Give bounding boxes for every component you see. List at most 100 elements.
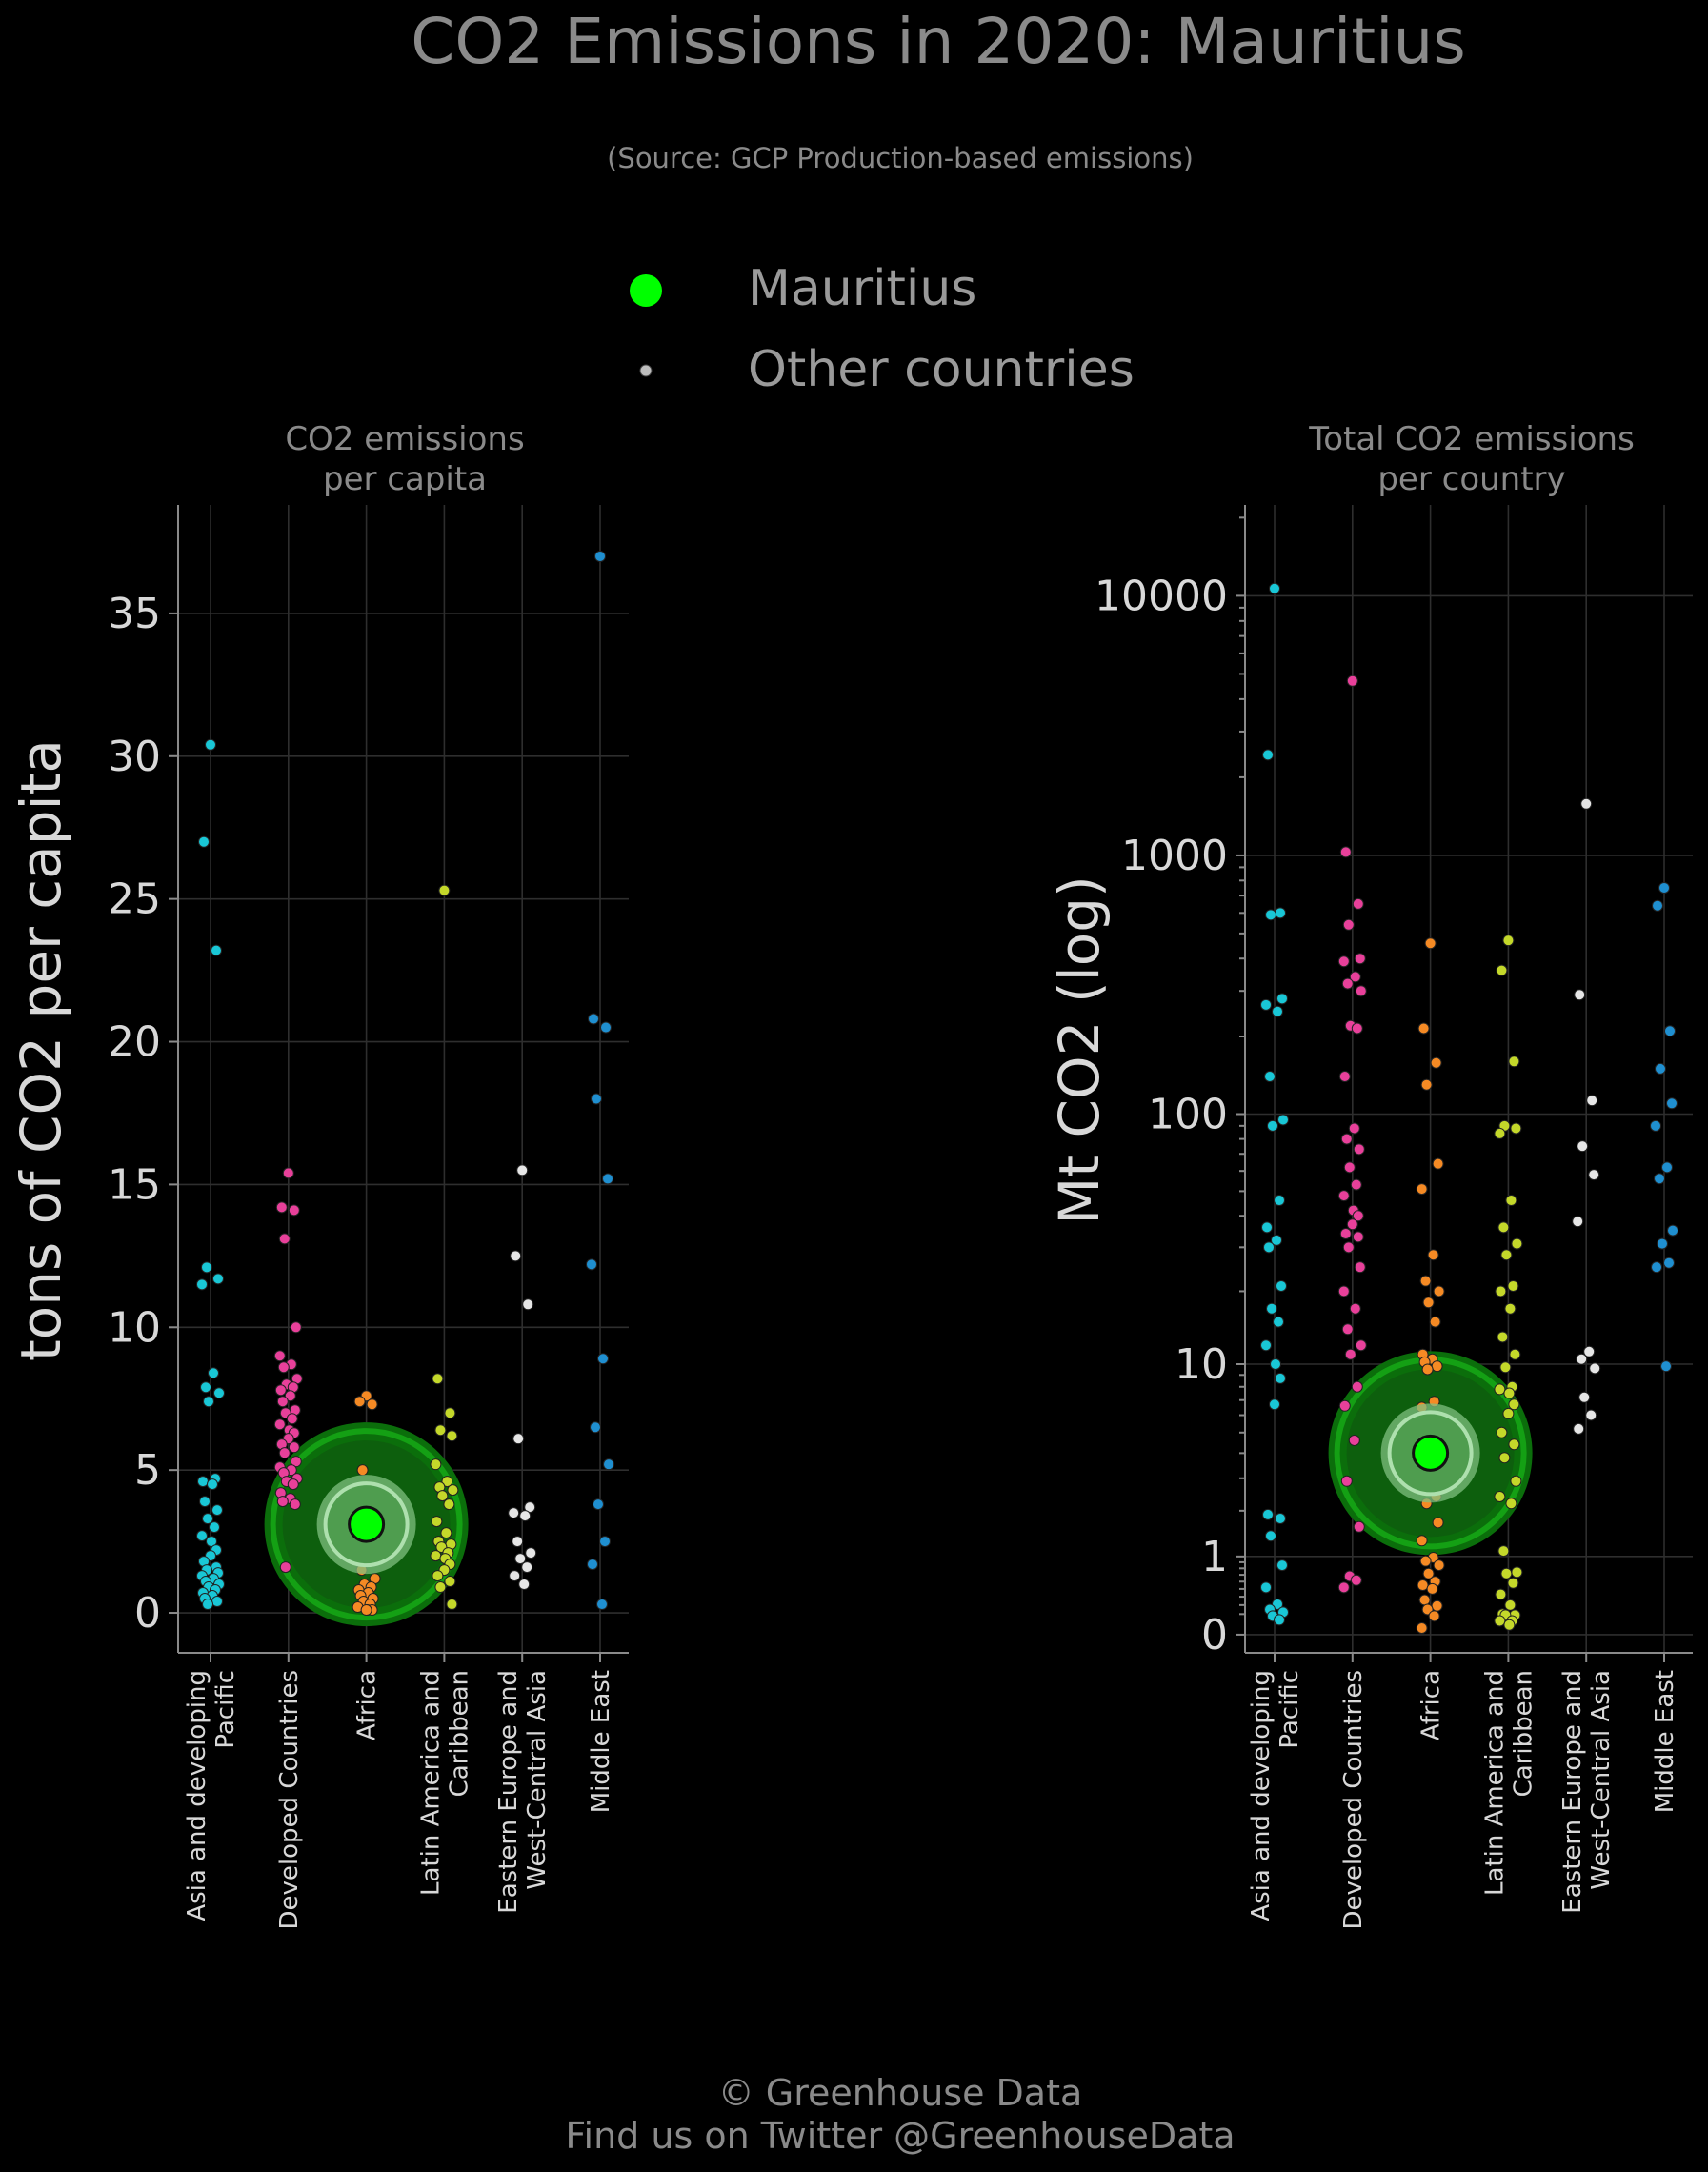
y-tick-label: 0 — [134, 1589, 161, 1638]
data-point — [1500, 1249, 1513, 1261]
data-point — [1497, 1545, 1510, 1558]
data-point — [590, 1421, 601, 1434]
data-point — [441, 1476, 453, 1488]
data-point — [1275, 1513, 1286, 1525]
data-point — [196, 1278, 208, 1291]
data-point — [1573, 1422, 1585, 1435]
data-point — [1262, 749, 1274, 761]
chart-title: CO2 Emissions in 2020: Mauritius — [411, 5, 1465, 78]
data-point — [1495, 1285, 1507, 1297]
data-point — [1261, 1221, 1273, 1234]
data-point — [514, 1553, 527, 1565]
data-point — [284, 1390, 296, 1402]
data-point — [586, 1258, 597, 1271]
data-point — [1266, 1302, 1277, 1315]
y-axis-label: Mt CO2 (log) — [1047, 875, 1112, 1224]
data-point — [277, 1361, 290, 1374]
data-point — [1417, 1579, 1429, 1592]
data-point — [1430, 1056, 1442, 1069]
data-point — [1351, 1022, 1363, 1035]
data-point — [1349, 971, 1361, 983]
data-point — [366, 1398, 378, 1411]
x-tick-label-middle-east: Middle East — [1651, 1670, 1679, 1813]
data-point — [273, 1350, 286, 1362]
data-point — [588, 1013, 599, 1025]
data-point — [1276, 993, 1288, 1005]
data-point — [1429, 1316, 1441, 1328]
data-point — [200, 1381, 211, 1394]
data-point — [1350, 1178, 1362, 1191]
data-point — [1353, 1520, 1365, 1533]
data-point — [1505, 1195, 1517, 1207]
data-point — [1651, 1261, 1662, 1274]
mauritius-point — [1412, 1434, 1450, 1472]
data-point — [438, 884, 451, 896]
y-tick-label: 35 — [108, 590, 161, 638]
data-point — [1503, 1619, 1516, 1631]
data-point — [1576, 1353, 1588, 1365]
x-tick-label-developed-countries: Developed Countries — [275, 1670, 304, 1929]
data-point — [599, 1536, 611, 1548]
chart-subtitle: (Source: GCP Production-based emissions) — [607, 142, 1194, 174]
data-point — [1260, 998, 1272, 1011]
data-point — [287, 1478, 299, 1491]
data-point — [1431, 1599, 1443, 1612]
data-point — [444, 1407, 456, 1419]
y-tick-label: 0 — [1201, 1611, 1228, 1659]
data-point — [273, 1418, 286, 1431]
data-point — [596, 1599, 608, 1611]
y-tick-label: 10 — [108, 1303, 161, 1352]
per-capita-panel: CO2 emissions per capita 0 5 10 15 20 25 30 35 ton… — [9, 420, 629, 1929]
data-point — [431, 1516, 443, 1528]
data-point — [1574, 989, 1586, 1001]
data-point — [213, 1387, 225, 1399]
legend-highlight-label: Mauritius — [748, 260, 976, 317]
data-point — [1427, 1249, 1439, 1261]
data-point — [1338, 1070, 1351, 1082]
data-point — [1348, 1122, 1360, 1135]
data-point — [1352, 1210, 1364, 1222]
data-point — [196, 1530, 208, 1542]
x-tick-label-developed-countries: Developed Countries — [1339, 1670, 1368, 1929]
y-axis-label: tons of CO2 per capita — [9, 739, 73, 1361]
x-tick-label-middle-east: Middle East — [587, 1670, 615, 1813]
data-point — [1260, 1339, 1272, 1352]
data-point — [1508, 1398, 1520, 1411]
data-point — [602, 1173, 613, 1185]
data-point — [516, 1164, 529, 1176]
data-point — [1416, 1183, 1428, 1196]
data-point — [1417, 1022, 1430, 1035]
data-point — [202, 1599, 213, 1611]
data-point — [509, 1570, 521, 1582]
data-point — [1355, 1339, 1367, 1352]
highlight-halo-ring — [270, 1428, 463, 1621]
data-point — [1505, 1498, 1517, 1510]
data-point — [512, 1536, 524, 1548]
data-point — [1339, 1227, 1352, 1239]
y-tick-label: 30 — [108, 733, 161, 781]
data-point — [208, 1367, 219, 1379]
data-point — [512, 1433, 525, 1445]
data-point — [1265, 909, 1276, 921]
data-point — [1504, 1599, 1517, 1611]
data-point — [1585, 1409, 1597, 1421]
x-tick-label-eastern-europe-and-west-central-asia: Eastern Europe andWest-Central Asia — [1558, 1670, 1616, 1914]
footer-copyright: © Greenhouse Data — [718, 2072, 1083, 2114]
data-point — [1495, 1588, 1507, 1600]
data-point — [1276, 1279, 1287, 1292]
data-point — [282, 1167, 294, 1179]
data-point — [209, 1521, 220, 1534]
data-point — [1654, 1173, 1665, 1185]
data-point — [1351, 1380, 1363, 1393]
data-point — [1270, 1358, 1281, 1371]
data-point — [430, 1458, 442, 1471]
data-point — [1418, 1594, 1431, 1606]
data-point — [1419, 1555, 1432, 1567]
data-point — [1338, 1399, 1351, 1412]
data-point — [288, 1204, 300, 1217]
y-tick-label: 1000 — [1121, 832, 1228, 880]
data-point — [1273, 1316, 1284, 1328]
data-point — [1340, 1475, 1353, 1487]
data-point — [1275, 907, 1286, 919]
data-point — [1498, 1452, 1511, 1464]
